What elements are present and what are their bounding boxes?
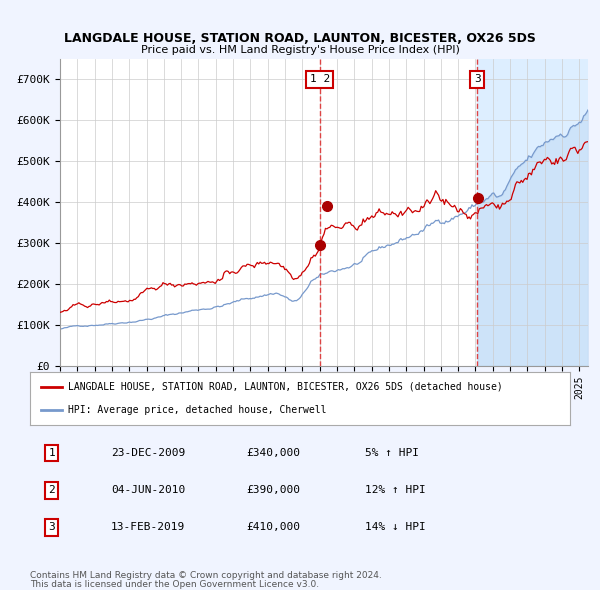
Text: 5% ↑ HPI: 5% ↑ HPI [365, 448, 419, 458]
Text: LANGDALE HOUSE, STATION ROAD, LAUNTON, BICESTER, OX26 5DS: LANGDALE HOUSE, STATION ROAD, LAUNTON, B… [64, 32, 536, 45]
Text: 3: 3 [474, 74, 481, 84]
Text: HPI: Average price, detached house, Cherwell: HPI: Average price, detached house, Cher… [68, 405, 326, 415]
Text: £410,000: £410,000 [246, 522, 300, 532]
Text: 12% ↑ HPI: 12% ↑ HPI [365, 485, 425, 495]
Text: 14% ↓ HPI: 14% ↓ HPI [365, 522, 425, 532]
Bar [477, 59, 588, 366]
Text: This data is licensed under the Open Government Licence v3.0.: This data is licensed under the Open Gov… [30, 579, 319, 589]
Text: 3: 3 [48, 522, 55, 532]
Text: Contains HM Land Registry data © Crown copyright and database right 2024.: Contains HM Land Registry data © Crown c… [30, 571, 382, 580]
Text: 1: 1 [48, 448, 55, 458]
Text: 23-DEC-2009: 23-DEC-2009 [111, 448, 185, 458]
Text: £390,000: £390,000 [246, 485, 300, 495]
Text: Price paid vs. HM Land Registry's House Price Index (HPI): Price paid vs. HM Land Registry's House … [140, 45, 460, 54]
Text: 13-FEB-2019: 13-FEB-2019 [111, 522, 185, 532]
Text: LANGDALE HOUSE, STATION ROAD, LAUNTON, BICESTER, OX26 5DS (detached house): LANGDALE HOUSE, STATION ROAD, LAUNTON, B… [68, 382, 503, 392]
Text: 04-JUN-2010: 04-JUN-2010 [111, 485, 185, 495]
Text: 2: 2 [48, 485, 55, 495]
Text: £340,000: £340,000 [246, 448, 300, 458]
Text: 1 2: 1 2 [310, 74, 330, 84]
